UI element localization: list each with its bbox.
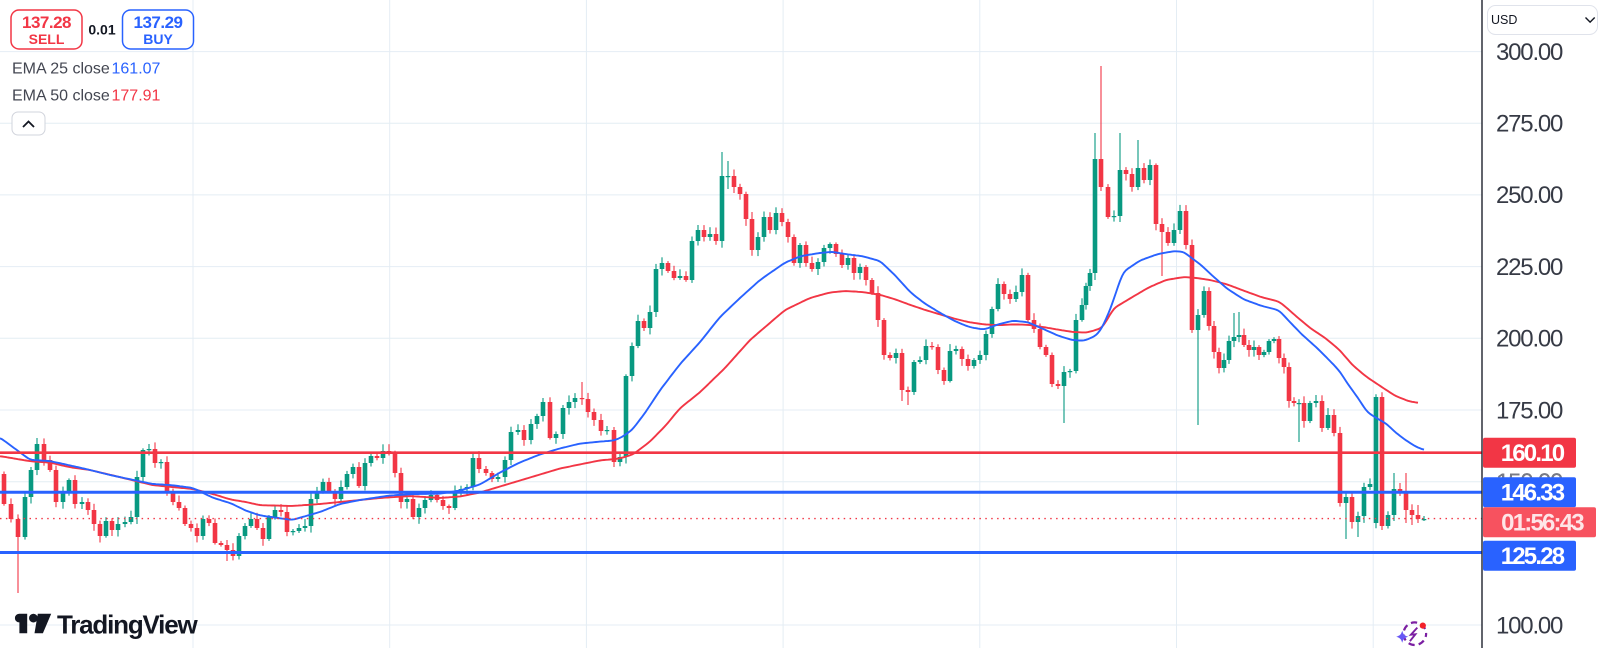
svg-text:160.10: 160.10 [1501,440,1565,467]
svg-text:225.00: 225.00 [1496,254,1563,281]
svg-text:100.00: 100.00 [1496,612,1563,639]
svg-text:BUY: BUY [143,31,173,47]
svg-text:275.00: 275.00 [1496,111,1563,138]
svg-text:01:56:43: 01:56:43 [1501,510,1584,537]
svg-text:TradingView: TradingView [57,610,198,640]
svg-text:161.07: 161.07 [112,61,161,78]
svg-text:200.00: 200.00 [1496,326,1563,353]
svg-text:137.28: 137.28 [22,13,71,32]
svg-text:0.01: 0.01 [88,22,115,38]
svg-text:EMA 25 close: EMA 25 close [12,61,110,78]
svg-text:125.28: 125.28 [1501,543,1565,570]
svg-text:175.00: 175.00 [1496,397,1563,424]
svg-text:177.91: 177.91 [112,88,161,105]
svg-text:EMA 50 close: EMA 50 close [12,88,110,105]
svg-text:146.33: 146.33 [1501,480,1565,507]
svg-text:300.00: 300.00 [1496,39,1563,66]
svg-text:USD: USD [1491,13,1517,27]
svg-text:137.29: 137.29 [134,13,183,32]
svg-text:SELL: SELL [29,31,65,47]
svg-text:250.00: 250.00 [1496,182,1563,209]
